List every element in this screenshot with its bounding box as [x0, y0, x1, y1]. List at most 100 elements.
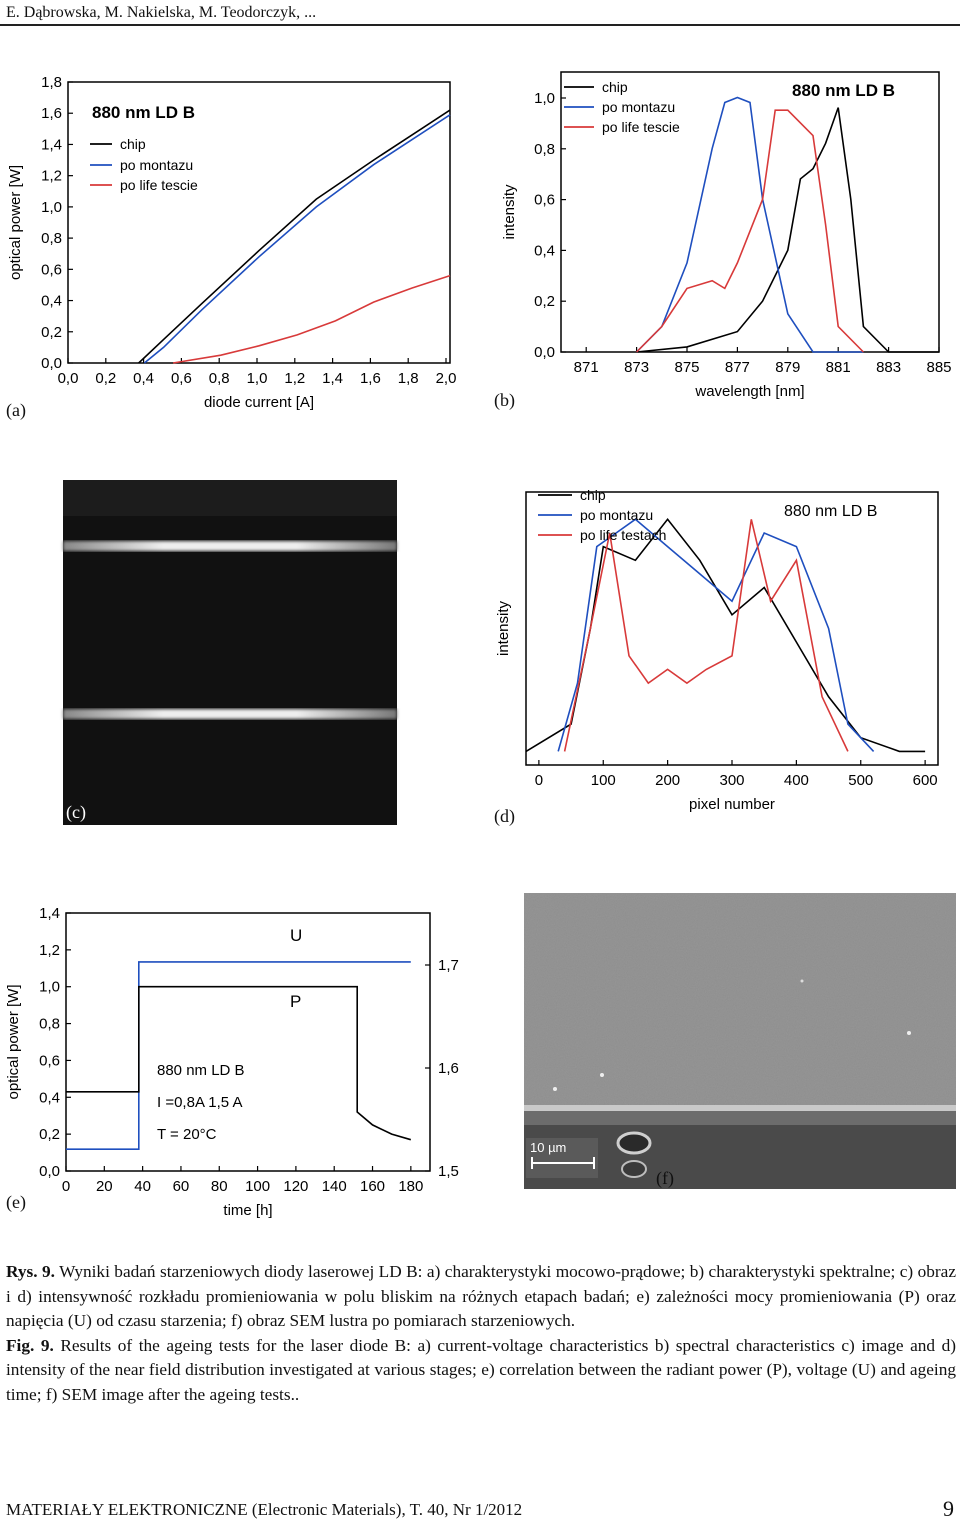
x-tick-label: 0: [535, 772, 543, 789]
caption-text-pl: Wyniki badań starzeniowych diody laserow…: [6, 1262, 956, 1330]
y-tick-label: 1,2: [39, 942, 60, 959]
x-tick-label: 120: [283, 1178, 308, 1195]
y-tick-label: 1,2: [41, 168, 62, 185]
y-tick-label: 0,4: [534, 242, 555, 259]
x-tick-label: 0,8: [209, 370, 230, 387]
y-tick-label: 0,4: [39, 1089, 60, 1106]
y-tick-label: 0,8: [41, 230, 62, 247]
chart-annotation: 880 nm LD B: [157, 1062, 245, 1079]
x-tick-label: 40: [134, 1178, 151, 1195]
x-tick-label: 20: [96, 1178, 113, 1195]
x-tick-label: 2,0: [436, 370, 457, 387]
scale-bar-label: 10 µm: [530, 1140, 566, 1155]
x-tick-label: 1,6: [360, 370, 381, 387]
series-line-po-life-tescie: [636, 109, 864, 353]
journal-footer: MATERIAŁY ELEKTRONICZNE (Electronic Mate…: [6, 1500, 523, 1519]
x-tick-label: 140: [322, 1178, 347, 1195]
x-tick-label: 0,0: [58, 370, 79, 387]
y-axis-label: optical power [W]: [7, 165, 24, 280]
chart-a: 0,0 0,2 0,4 0,6 0,8 1,0 1,2 1,4 1,6 1,8 2,0 0,0 0,2 0…: [7, 74, 457, 411]
chart-annotation: 880 nm LD B: [784, 503, 877, 520]
x-tick-label: 881: [826, 359, 851, 376]
x-tick-label: 883: [876, 359, 901, 376]
sem-image-f: 10 µm: [492, 893, 956, 1189]
y-tick-label: 0,6: [39, 1052, 60, 1069]
x-tick-label: 600: [913, 772, 938, 789]
chart-annotation: I =0,8A 1,5 A: [157, 1094, 243, 1111]
y-tick-label: 0,0: [39, 1163, 60, 1180]
figure-caption: Rys. 9. Wyniki badań starzeniowych diody…: [6, 1260, 956, 1407]
legend-label: chip: [602, 79, 628, 95]
y-tick-label: 1,4: [41, 136, 62, 153]
x-tick-label: 1,4: [322, 370, 343, 387]
y-tick-label: 0,8: [39, 1016, 60, 1033]
x-tick-label: 300: [719, 772, 744, 789]
plot-frame: [67, 81, 451, 364]
x-tick-label: 60: [173, 1178, 190, 1195]
x-tick-label: 1,2: [284, 370, 305, 387]
series-line-po-life-testach: [563, 519, 849, 752]
x-tick-label: 0: [62, 1178, 70, 1195]
x-tick-label: 500: [848, 772, 873, 789]
y-tick-label: 0,6: [41, 261, 62, 278]
emission-line-top: [63, 541, 397, 551]
y-tick-label: 0,6: [534, 192, 555, 209]
chart-d: 0 100 200 300 400 500 600 pixel number intensity…: [495, 487, 939, 813]
y-tick-label: 0,2: [41, 324, 62, 341]
x-tick-label: 1,0: [247, 370, 268, 387]
chart-e: 0 20 40 60 80 100 120 140 160 180 0,0 0,2 0,4 0,6 0,8 1…: [5, 905, 507, 1219]
panel-label-c: (c): [66, 802, 86, 822]
y2-tick-label: 1,6: [438, 1060, 459, 1077]
emission-line-bottom: [63, 709, 397, 719]
chart-annotation: T = 20°C: [157, 1126, 217, 1143]
legend-label: po life tescie: [120, 177, 198, 193]
y-tick-label: 0,8: [534, 141, 555, 158]
legend-label: po montazu: [580, 507, 653, 523]
y-tick-label: 1,6: [41, 105, 62, 122]
y-tick-label: 0,2: [39, 1126, 60, 1143]
series-label-P: P: [290, 992, 301, 1011]
y-axis-label: intensity: [495, 600, 512, 656]
x-tick-label: 0,2: [95, 370, 116, 387]
x-tick-label: 180: [398, 1178, 423, 1195]
y-tick-label: 1,8: [41, 74, 62, 91]
near-field-image-c: [63, 480, 397, 825]
series-line-po-montazu: [636, 96, 864, 353]
plot-frame: [65, 912, 431, 1172]
y-tick-label: 0,0: [534, 344, 555, 361]
caption-text-en: Results of the ageing tests for the lase…: [6, 1335, 956, 1404]
x-tick-label: 873: [624, 359, 649, 376]
y-tick-label: 1,4: [39, 905, 60, 922]
caption-label-pl: Rys. 9.: [6, 1262, 55, 1281]
x-axis-label: time [h]: [223, 1202, 272, 1219]
y-tick-label: 1,0: [41, 199, 62, 216]
legend-label: chip: [120, 136, 146, 152]
series-line-po-life-tescie: [172, 274, 451, 364]
y-tick-label: 0,0: [41, 355, 62, 372]
series-line-po-montazu: [557, 518, 875, 752]
x-tick-label: 877: [725, 359, 750, 376]
x-axis-label: wavelength [nm]: [694, 383, 804, 400]
y2-tick-label: 1,7: [438, 957, 459, 974]
chart-annotation: 880 nm LD B: [92, 103, 195, 122]
x-tick-label: 1,8: [398, 370, 419, 387]
y-tick-label: 0,4: [41, 293, 62, 310]
y-axis-label: intensity: [501, 184, 518, 240]
x-tick-label: 80: [211, 1178, 228, 1195]
header-rule: [0, 24, 960, 26]
series-line-chip: [525, 518, 926, 753]
series-line-U: [66, 961, 411, 1150]
x-tick-label: 160: [360, 1178, 385, 1195]
series-label-U: U: [290, 926, 302, 945]
series-line-chip: [636, 107, 939, 353]
page-number: 9: [943, 1496, 954, 1521]
caption-label-en: Fig. 9.: [6, 1335, 54, 1355]
x-tick-label: 879: [775, 359, 800, 376]
x-tick-label: 0,6: [171, 370, 192, 387]
series-line-chip: [138, 109, 451, 364]
series-line-po-montazu: [143, 114, 451, 364]
x-tick-label: 200: [655, 772, 680, 789]
y-axis-label: optical power [W]: [5, 984, 22, 1099]
y-tick-label: 0,2: [534, 293, 555, 310]
x-tick-label: 885: [926, 359, 951, 376]
